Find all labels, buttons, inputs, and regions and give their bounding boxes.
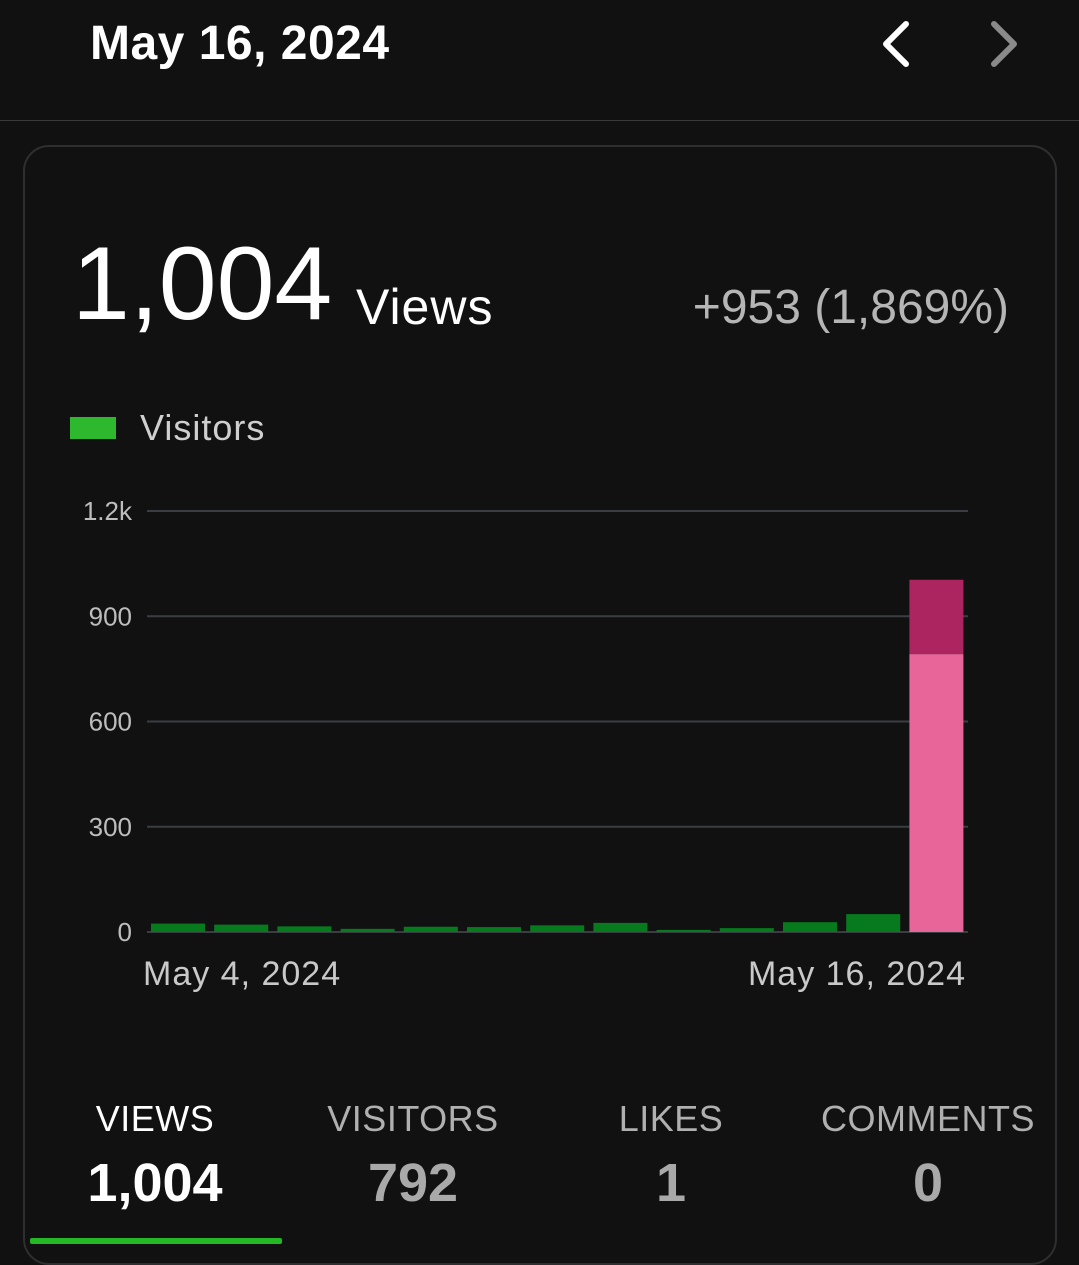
bar-visitors xyxy=(846,914,901,932)
metric-tabs: VIEWS 1,004 VISITORS 792 LIKES 1 COMMENT… xyxy=(26,1090,1056,1247)
bar-visitors xyxy=(909,654,964,932)
legend-swatch xyxy=(70,417,116,439)
next-day-button[interactable] xyxy=(978,18,1030,70)
summary-value: 1,004 xyxy=(72,226,333,342)
tab-visitors-label: VISITORS xyxy=(327,1098,499,1139)
bar-visitors xyxy=(530,925,585,932)
bar-visitors xyxy=(719,928,774,932)
tab-comments[interactable]: COMMENTS 0 xyxy=(800,1090,1056,1247)
y-tick-label: 600 xyxy=(89,707,132,737)
summary-unit: Views xyxy=(356,279,494,335)
tab-likes[interactable]: LIKES 1 xyxy=(542,1090,800,1247)
stats-card xyxy=(23,145,1057,1265)
x-end-label: May 16, 2024 xyxy=(748,955,966,993)
tab-comments-value: 0 xyxy=(912,1153,944,1213)
bar-visitors xyxy=(656,929,711,932)
chart-legend: Visitors xyxy=(70,407,266,448)
tab-comments-label: COMMENTS xyxy=(821,1098,1035,1139)
y-tick-label: 0 xyxy=(118,917,132,947)
y-tick-label: 900 xyxy=(89,601,132,631)
chevron-left-icon xyxy=(883,21,909,67)
tab-views-value: 1,004 xyxy=(87,1153,223,1213)
bar-visitors xyxy=(277,926,332,932)
views-bar-chart: 0 300 600 900 1.2k May 4, 2024 May 16, 2024 xyxy=(83,496,968,993)
bar-visitors xyxy=(403,926,458,932)
chevron-right-icon xyxy=(991,21,1017,67)
bar-visitors xyxy=(214,924,269,932)
bar-visitors xyxy=(340,928,395,932)
tab-views[interactable]: VIEWS 1,004 xyxy=(26,1090,284,1247)
summary-delta: +953 (1,869%) xyxy=(692,281,1009,334)
date-title: May 16, 2024 xyxy=(90,17,390,70)
bar-visitors xyxy=(151,923,205,932)
legend-label: Visitors xyxy=(140,407,266,448)
bar-views-extra xyxy=(909,579,964,655)
bar-visitors xyxy=(593,922,648,932)
y-tick-label: 300 xyxy=(89,812,132,842)
x-start-label: May 4, 2024 xyxy=(143,955,341,993)
active-tab-indicator xyxy=(30,1238,282,1244)
tab-likes-value: 1 xyxy=(655,1153,687,1213)
previous-day-button[interactable] xyxy=(870,18,922,70)
tab-visitors-value: 792 xyxy=(367,1153,459,1213)
tab-likes-label: LIKES xyxy=(618,1098,724,1139)
tab-views-label: VIEWS xyxy=(95,1098,215,1139)
y-tick-label: 1.2k xyxy=(83,496,133,526)
tab-visitors[interactable]: VISITORS 792 xyxy=(284,1090,542,1247)
bar-visitors xyxy=(783,922,837,932)
header: May 16, 2024 xyxy=(0,0,1079,121)
bar-visitors xyxy=(467,927,521,932)
